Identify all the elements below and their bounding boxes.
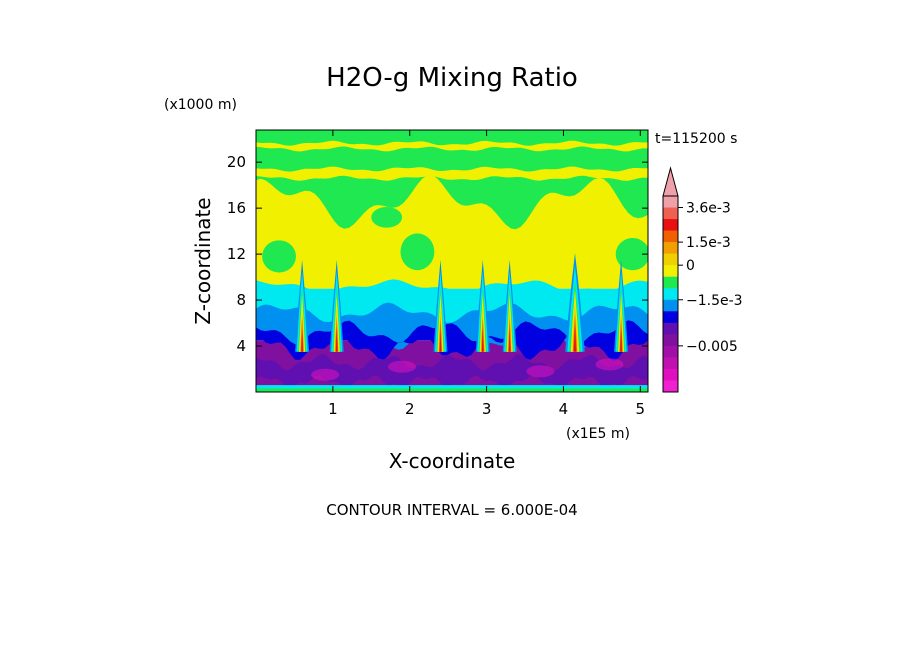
violet-core [256,353,648,389]
magenta-pocket [526,365,555,378]
middle-yellow-region [256,175,648,289]
plume-layer [620,328,622,352]
plume-layer [481,328,484,352]
colorbar-cell [663,265,678,278]
colorbar-cell [663,207,678,220]
plume-layer [301,328,303,352]
contour-interval-footer: CONTOUR INTERVAL = 6.000E-04 [326,501,577,519]
y-tick-label: 12 [227,245,246,263]
colorbar-cell [663,242,678,254]
y-axis-label: Z-coordinate [191,197,215,324]
colorbar-label: 3.6e-3 [686,201,731,217]
x-axis: 1 2 3 4 5 [328,130,645,418]
magenta-pocket [388,360,417,373]
colorbar-label: 1.5e-3 [686,235,731,251]
surface-layer-thin [256,388,648,392]
x-tick-label: 1 [328,400,338,418]
colorbar-extend-arrow [662,166,679,197]
colorbar-cell [663,299,678,312]
x-tick-label: 2 [405,400,415,418]
plume-layer [439,328,442,352]
colorbar-cell [663,345,678,358]
y-tick-label: 16 [227,199,246,217]
x-tick-label: 3 [482,400,492,418]
magenta-pocket [595,358,624,371]
y-tick-label: 4 [236,337,246,355]
colorbar-cell [663,196,678,208]
x-unit-label: (x1E5 m) [566,426,630,442]
colorbar-cell [663,322,678,335]
y-tick-label: 8 [236,291,246,309]
colorbar-frame [662,195,679,393]
colorbar-label: −1.5e-3 [686,293,743,309]
plume-layer [573,325,577,352]
upper-yellow-streak [256,166,648,181]
y-axis: 4 8 12 16 20 [227,153,648,355]
x-axis-label: X-coordinate [389,449,516,473]
plume-layer [335,328,338,352]
colorbar-label: 0 [686,258,695,274]
colorbar-cell [663,334,678,347]
colorbar-cell [663,311,678,324]
plume-layer [508,328,511,352]
x-tick-label: 5 [636,400,646,418]
colorbar: 3.6e-3 1.5e-3 0 −1.5e-3 −0.005 [662,166,743,393]
magenta-pocket [311,368,340,381]
green-pocket [400,233,435,271]
colorbar-cell [663,357,678,370]
blue-layer [256,320,648,361]
x-tick-label: 4 [559,400,569,418]
green-pocket [262,240,296,273]
colorbar-cell [663,230,678,243]
colorbar-cell [663,219,678,231]
colorbar-cell [663,368,678,381]
colorbar-cell [663,380,678,393]
colorbar-cell [663,276,678,289]
y-unit-label: (x1000 m) [164,97,237,113]
colorbar-cell [663,288,678,301]
chart-title: H2O-g Mixing Ratio [326,63,578,93]
plot-frame [255,129,649,393]
colorbar-label: −0.005 [686,339,738,355]
upper-yellow-streak [256,140,648,152]
heatmap-plot-area [256,130,648,392]
surface-layer [256,385,648,392]
green-pocket [371,206,403,228]
cyan-layer [256,279,648,324]
green-pocket [615,238,648,271]
y-tick-label: 20 [227,153,246,171]
time-label: t=115200 s [655,131,737,147]
colorbar-cell [663,253,678,266]
